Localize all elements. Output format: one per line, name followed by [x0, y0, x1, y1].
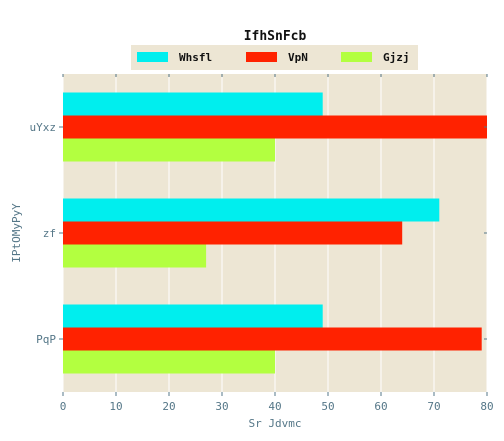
legend: Whsfl VpN Gjzj: [131, 45, 418, 70]
y-axis-label: IPtOMyPyY: [10, 203, 23, 263]
bar-VpN-PqP: [63, 327, 482, 351]
legend-label-Whsfl: Whsfl: [179, 51, 212, 64]
bar-Gjzj-uYxz: [63, 138, 275, 162]
x-tick-label: 20: [162, 400, 175, 413]
bars: [63, 92, 487, 374]
y-tick-label: zf: [43, 227, 56, 240]
x-ticks: 0 10 20 30 40 50 60 70 80: [60, 74, 494, 413]
bar-VpN-uYxz: [63, 115, 487, 139]
x-axis-label: Sr Jdvmc: [249, 417, 302, 430]
x-tick-label: 10: [109, 400, 122, 413]
legend-swatch-Whsfl: [137, 52, 168, 62]
y-ticks: uYxz zf PqP: [30, 121, 487, 346]
x-tick-label: 70: [427, 400, 440, 413]
y-tick-label: uYxz: [30, 121, 57, 134]
legend-swatch-VpN: [246, 52, 277, 62]
chart-title: IfhSnFcb: [244, 29, 307, 44]
bar-Gjzj-PqP: [63, 350, 275, 374]
legend-label-Gjzj: Gjzj: [383, 51, 410, 64]
bar-Gjzj-zf: [63, 244, 207, 268]
y-tick-label: PqP: [36, 333, 56, 346]
x-tick-label: 30: [215, 400, 228, 413]
legend-label-VpN: VpN: [288, 51, 308, 64]
x-tick-label: 40: [268, 400, 281, 413]
x-tick-label: 0: [60, 400, 67, 413]
x-tick-label: 60: [374, 400, 387, 413]
legend-swatch-Gjzj: [341, 52, 372, 62]
bar-Whsfl-uYxz: [63, 92, 323, 116]
x-tick-label: 50: [321, 400, 334, 413]
bar-Whsfl-zf: [63, 198, 440, 222]
x-tick-label: 80: [480, 400, 493, 413]
bar-Whsfl-PqP: [63, 304, 323, 328]
bar-VpN-zf: [63, 221, 403, 245]
